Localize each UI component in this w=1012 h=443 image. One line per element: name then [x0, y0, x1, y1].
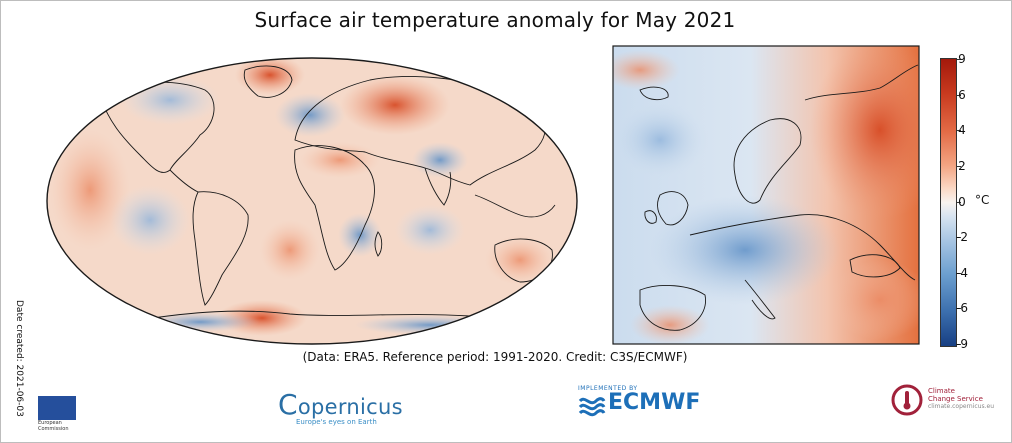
coast-iberia [639, 285, 706, 331]
coast-italy [744, 279, 776, 320]
coast-india [424, 167, 452, 206]
colorbar-tick [956, 272, 961, 274]
c3s-name-text: Climate Change Service climate.copernicu… [928, 387, 995, 410]
europe-map [613, 46, 919, 344]
coast-black-sea [849, 254, 901, 278]
coast-eurasia [294, 75, 546, 186]
colorbar-tick [956, 59, 961, 60]
colorbar-tick-label: -2 [956, 230, 968, 245]
colorbar-tick-label: 4 [958, 123, 966, 138]
ecmwf-wave-icon [578, 397, 606, 417]
colorbar-tick-label: -4 [956, 265, 968, 280]
europe-cool-north [613, 100, 710, 180]
thermometer-globe-icon [891, 384, 923, 416]
coast-central-america [169, 169, 199, 193]
europe-warm-northwest [613, 50, 680, 90]
anomaly-cool-europe [275, 93, 345, 137]
colorbar-tick-label: -9 [956, 337, 968, 351]
anomaly-warm-atlantic-s [260, 220, 320, 280]
anomaly-cool-indian [395, 205, 465, 255]
coast-africa [294, 145, 375, 271]
anomaly-warm-greenland [235, 58, 305, 95]
ec-name-text: European Commission [38, 420, 69, 432]
anomaly-cool-southocean-e [355, 315, 505, 335]
anomaly-cool-india [412, 142, 468, 178]
europe-map-outline [612, 45, 920, 345]
data-credit: (Data: ERA5. Reference period: 1991-2020… [302, 350, 688, 364]
anomaly-cool-southocean [140, 312, 260, 332]
colorbar-tick [956, 308, 961, 310]
global-map [47, 58, 577, 344]
coast-se-asia [474, 194, 556, 218]
colorbar-unit: °C [975, 193, 990, 207]
coast-north-america [99, 81, 215, 173]
coast-south-america [192, 191, 249, 306]
coast-iceland [639, 86, 669, 101]
eu-flag-icon [38, 396, 76, 420]
europe-cool-central [650, 195, 840, 305]
colorbar-tick [956, 344, 961, 345]
colorbar [940, 58, 957, 347]
copernicus-c-icon: C [278, 388, 298, 421]
coast-greenland [243, 65, 293, 98]
europe-warm-turkey [830, 260, 919, 340]
colorbar-tick [956, 94, 961, 96]
anomaly-cool-africa-s [338, 213, 382, 257]
ecmwf-logo: IMPLEMENTED BY ECMWF [578, 385, 701, 417]
colorbar-tick [956, 237, 961, 239]
europe-warm-iberia [630, 305, 710, 344]
colorbar-tick-label: 2 [958, 158, 966, 173]
coast-madagascar [374, 231, 383, 257]
copernicus-wordmark: Copernicus [278, 388, 403, 421]
coast-ireland [644, 210, 657, 224]
anomaly-warm-australia [485, 235, 555, 285]
coast-arctic-russia [804, 64, 919, 101]
european-commission-logo: European Commission [38, 382, 78, 432]
ecmwf-wordmark: ECMWF [608, 390, 701, 415]
colorbar-tick [956, 130, 961, 132]
global-map-outline [46, 57, 578, 345]
coast-british-isles [657, 191, 689, 226]
colorbar-tick-label: 0 [958, 194, 966, 209]
europe-warm-east [810, 46, 919, 220]
colorbar-tick [956, 201, 961, 203]
copernicus-logo: Copernicus Europe's eyes on Earth [278, 388, 403, 426]
anomaly-warm-arabia [300, 142, 380, 178]
colorbar-tick [956, 165, 961, 167]
colorbar-tick-label: -6 [956, 301, 968, 316]
coast-scandinavia [733, 118, 802, 204]
ecmwf-implemented-by: IMPLEMENTED BY [578, 385, 638, 392]
colorbar-tick-label: 9 [958, 52, 966, 66]
anomaly-warm-siberia [340, 75, 450, 135]
figure-title: Surface air temperature anomaly for May … [254, 8, 736, 32]
colorbar-tick-label: 6 [958, 87, 966, 102]
copernicus-tagline: Europe's eyes on Earth [296, 418, 377, 426]
anomaly-cool-pacific-e [110, 185, 190, 255]
